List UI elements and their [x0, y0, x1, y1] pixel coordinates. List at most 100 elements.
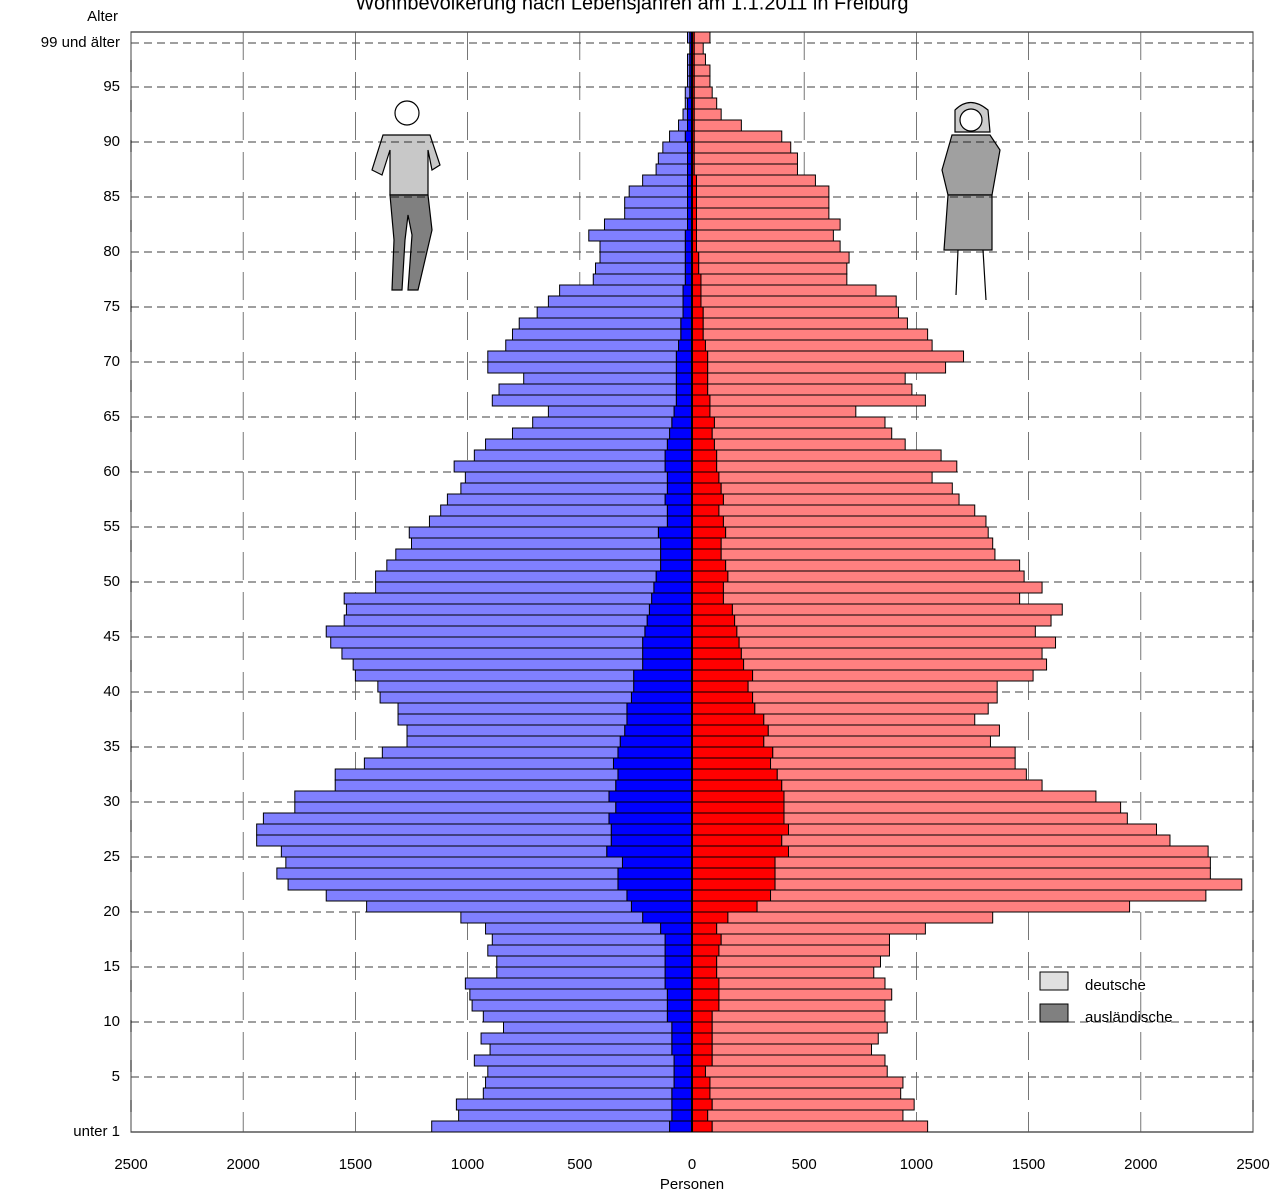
bar	[547, 295, 684, 308]
bar	[471, 999, 668, 1012]
bar	[691, 966, 718, 979]
bar	[325, 889, 628, 902]
bar	[610, 823, 693, 836]
bar	[363, 757, 614, 770]
bar	[285, 856, 623, 869]
bar	[738, 636, 1057, 649]
bar	[691, 581, 724, 594]
bar	[770, 889, 1207, 902]
y-tick-label: 45	[103, 628, 120, 645]
bar	[702, 306, 899, 319]
bar	[756, 900, 1131, 913]
bar	[485, 438, 668, 451]
bar	[662, 141, 689, 154]
bar	[691, 867, 776, 880]
bar	[592, 273, 686, 286]
bar	[693, 108, 722, 121]
bar	[664, 944, 693, 957]
bar	[716, 460, 958, 473]
bar	[720, 548, 996, 561]
bar	[547, 405, 675, 418]
bar	[691, 1065, 706, 1078]
bar	[720, 537, 994, 550]
bar	[781, 779, 1043, 792]
bar	[776, 768, 1027, 781]
bar	[664, 460, 693, 473]
bar	[666, 471, 693, 484]
bar	[772, 746, 1016, 759]
x-tick-label: 2000	[227, 1156, 260, 1173]
x-tick-label: 2000	[1124, 1156, 1157, 1173]
bar	[675, 372, 693, 385]
bar	[617, 867, 693, 880]
bar	[702, 328, 929, 341]
bar	[691, 999, 720, 1012]
bar	[624, 196, 689, 209]
bar	[626, 702, 693, 715]
bar	[691, 680, 749, 693]
bar	[691, 658, 745, 671]
bar	[718, 988, 893, 1001]
bar	[287, 878, 619, 891]
bar	[709, 405, 857, 418]
bar	[727, 911, 994, 924]
bar	[691, 394, 711, 407]
bar	[487, 361, 677, 374]
bar	[334, 779, 617, 792]
bar	[687, 64, 691, 77]
bar	[691, 449, 718, 462]
bar	[693, 75, 711, 88]
bar	[691, 911, 729, 924]
bar	[671, 1043, 693, 1056]
bar	[691, 878, 776, 891]
bar	[691, 669, 754, 682]
y-tick-label: 75	[103, 298, 120, 315]
bar	[633, 669, 693, 682]
bar	[691, 1087, 711, 1100]
bar	[718, 504, 976, 517]
bar	[666, 988, 693, 1001]
bar	[716, 966, 875, 979]
bar	[691, 504, 720, 517]
chart-title: Wohnbevölkerung nach Lebensjahren am 1.1…	[356, 0, 909, 14]
bar	[496, 955, 666, 968]
y-tick-label: 25	[103, 848, 120, 865]
bar	[460, 482, 668, 495]
bar	[505, 339, 680, 352]
bar	[700, 284, 877, 297]
bar	[485, 1076, 675, 1089]
bar	[691, 372, 709, 385]
bar	[487, 350, 677, 363]
bar	[256, 834, 612, 847]
bar	[725, 526, 989, 539]
x-tick-label: 1500	[339, 1156, 372, 1173]
bar	[653, 581, 693, 594]
bar	[691, 636, 740, 649]
bar	[431, 1120, 671, 1133]
bar	[691, 526, 727, 539]
bar	[722, 493, 960, 506]
bar	[693, 152, 798, 165]
bar	[377, 680, 635, 693]
bar	[664, 933, 693, 946]
bar	[691, 845, 789, 858]
bar	[783, 801, 1122, 814]
bar	[740, 647, 1043, 660]
bar	[743, 658, 1048, 671]
bar	[691, 988, 720, 1001]
bar	[381, 746, 619, 759]
bar	[691, 361, 709, 374]
bar	[675, 361, 693, 374]
bar	[713, 416, 886, 429]
bar	[700, 295, 897, 308]
bar	[666, 999, 693, 1012]
bar	[684, 229, 693, 242]
x-axis-label: Personen	[660, 1176, 724, 1193]
bar	[345, 603, 650, 616]
bar	[453, 460, 666, 473]
bar	[617, 768, 693, 781]
bar	[256, 823, 612, 836]
y-tick-label: unter 1	[73, 1123, 120, 1140]
legend-swatch	[1039, 971, 1069, 991]
